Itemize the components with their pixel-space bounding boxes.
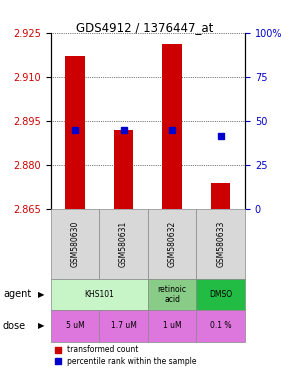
Text: GSM580632: GSM580632 xyxy=(168,221,177,267)
Bar xyxy=(51,278,148,310)
Text: ▶: ▶ xyxy=(38,290,44,299)
Text: GSM580631: GSM580631 xyxy=(119,221,128,267)
Legend: transformed count, percentile rank within the sample: transformed count, percentile rank withi… xyxy=(55,346,196,366)
Bar xyxy=(162,45,182,209)
Text: GSM580633: GSM580633 xyxy=(216,221,225,267)
Text: retinoic
acid: retinoic acid xyxy=(158,285,187,304)
Bar xyxy=(197,310,245,342)
Text: KHS101: KHS101 xyxy=(84,290,114,299)
Bar xyxy=(99,310,148,342)
Text: GDS4912 / 1376447_at: GDS4912 / 1376447_at xyxy=(76,21,214,34)
Text: agent: agent xyxy=(3,289,31,300)
Text: ▶: ▶ xyxy=(38,321,44,330)
Bar xyxy=(114,130,133,209)
Bar xyxy=(211,183,231,209)
Bar xyxy=(51,209,99,278)
Text: dose: dose xyxy=(3,321,26,331)
Bar xyxy=(197,209,245,278)
Text: 5 uM: 5 uM xyxy=(66,321,84,330)
Bar xyxy=(51,310,99,342)
Bar xyxy=(65,56,85,209)
Text: GSM580630: GSM580630 xyxy=(70,221,79,267)
Bar xyxy=(148,278,196,310)
Text: 1.7 uM: 1.7 uM xyxy=(111,321,137,330)
Bar xyxy=(148,209,196,278)
Bar xyxy=(99,209,148,278)
Text: 1 uM: 1 uM xyxy=(163,321,182,330)
Text: 0.1 %: 0.1 % xyxy=(210,321,231,330)
Text: DMSO: DMSO xyxy=(209,290,232,299)
Bar xyxy=(148,310,196,342)
Bar xyxy=(197,278,245,310)
